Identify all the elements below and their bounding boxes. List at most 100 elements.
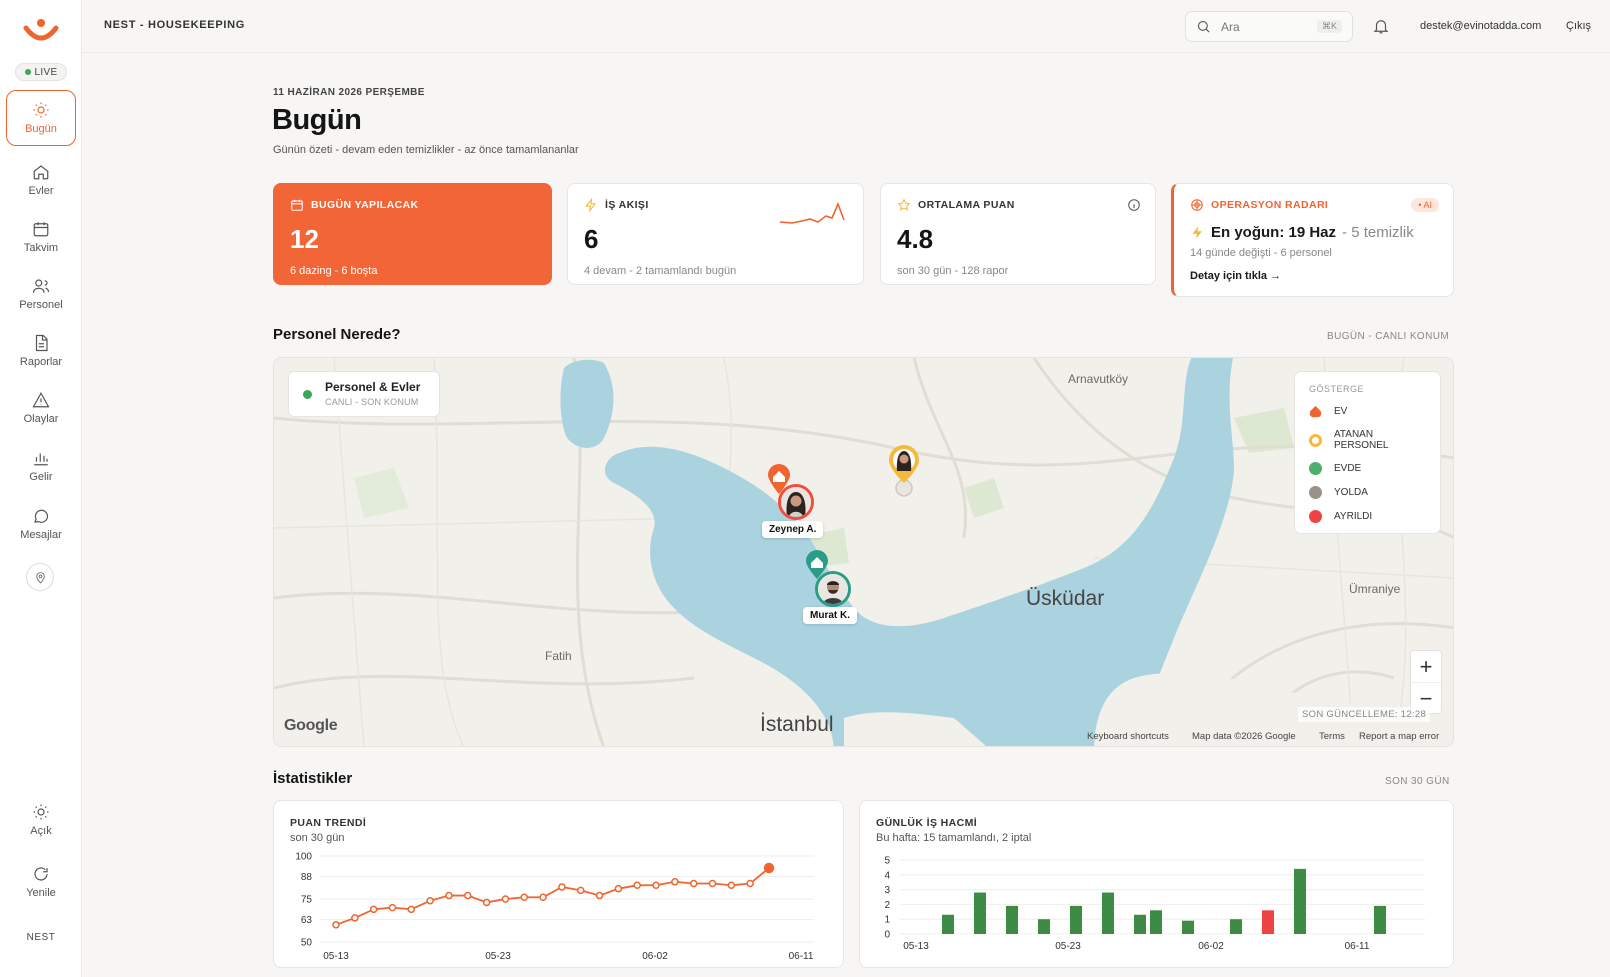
legend-swatch — [1309, 433, 1322, 447]
legend-label: ATANAN PERSONEL — [1334, 429, 1389, 451]
staff-avatar-murat[interactable] — [815, 571, 851, 607]
y-tick-label: 3 — [884, 885, 890, 896]
rating-point — [558, 883, 566, 891]
logout-link[interactable]: Çıkış — [1566, 20, 1592, 32]
radar-icon — [1191, 199, 1203, 211]
map-live-chip: Personel & Evler CANLI - SON KONUM — [288, 371, 440, 417]
rating-trend-subtitle: son 30 gün — [290, 832, 345, 844]
house-pin-icon[interactable] — [804, 550, 830, 580]
volume-bar — [942, 914, 954, 934]
refresh-button[interactable]: Yenile — [6, 854, 76, 910]
sidebar-item-label: Raporlar — [19, 356, 63, 368]
terms-link[interactable]: Terms — [1319, 731, 1345, 742]
card-flow[interactable]: İŞ AKIŞI 6 4 devam - 2 tamamlandı bugün — [567, 183, 864, 285]
volume-bar — [1294, 868, 1306, 934]
rating-point — [501, 895, 510, 903]
search-input[interactable]: Ara ⌘K — [1185, 11, 1353, 42]
card-today[interactable]: BUGÜN YAPILACAK 12 6 dazing - 6 boşta — [273, 183, 552, 285]
page-date: 11 HAZİRAN 2026 PERŞEMBE — [273, 87, 425, 98]
rating-point — [652, 881, 660, 889]
rating-trend-chart: 100 88 75 63 50 05-13 05-23 06-02 06-11 — [295, 852, 814, 962]
logo-icon[interactable] — [22, 14, 60, 44]
map-zoom-controls: + − — [1410, 650, 1442, 714]
radar-detail-link[interactable]: Detay için tıkla → — [1190, 270, 1282, 282]
user-email[interactable]: destek@evinotadda.com — [1420, 20, 1542, 32]
rating-point — [369, 905, 378, 914]
x-tick-label: 06-02 — [1198, 941, 1224, 952]
alert-icon — [32, 392, 50, 408]
rating-point — [595, 891, 604, 900]
card-flow-detail: 4 devam - 2 tamamlandı bugün — [584, 265, 737, 277]
notifications-button[interactable] — [1372, 17, 1390, 35]
calendar-icon — [291, 199, 303, 211]
staff-avatar-zeynep[interactable] — [778, 484, 814, 520]
map-view[interactable]: Arnavutköy Üsküdar Ümraniye Fatih İstanb… — [273, 357, 1454, 747]
legend-label: YOLDA — [1334, 487, 1368, 498]
x-tick-label: 05-13 — [323, 951, 349, 962]
report-map-error-link[interactable]: Report a map error — [1359, 731, 1440, 742]
rating-point — [351, 914, 359, 922]
rating-point — [689, 879, 698, 888]
rating-point — [426, 896, 434, 905]
rating-point — [671, 878, 679, 886]
y-tick-label: 88 — [301, 872, 313, 883]
card-today-value: 12 — [290, 224, 319, 254]
live-dot — [24, 69, 31, 75]
bell-icon — [1373, 20, 1389, 34]
y-tick-label: 100 — [295, 852, 312, 863]
staff-name-zeynep: Zeynep A. — [762, 521, 824, 538]
theme-toggle-label: Açık — [30, 825, 52, 837]
sidebar-item-mesajlar[interactable]: Mesajlar — [6, 496, 76, 552]
y-tick-label: 4 — [884, 870, 890, 881]
radar-headline: En yoğun: 19 Haz — [1211, 224, 1337, 241]
y-tick-label: 5 — [884, 856, 890, 867]
rating-point — [388, 903, 397, 912]
keyboard-shortcuts-link[interactable]: Keyboard shortcuts — [1087, 731, 1169, 742]
card-rating-value: 4.8 — [897, 224, 934, 254]
card-radar[interactable]: OPERASYON RADARI • AI En yoğun: 19 Haz -… — [1171, 183, 1454, 297]
live-badge: LIVE — [15, 63, 67, 81]
card-today-detail: 6 dazing - 6 boşta — [290, 265, 378, 277]
zoom-out-button[interactable]: − — [1419, 686, 1433, 711]
location-pin-button[interactable] — [26, 563, 54, 591]
app-brand: NEST - HOUSEKEEPING — [104, 19, 246, 31]
sidebar-item-takvim[interactable]: Takvim — [6, 209, 76, 265]
radar-detail: 14 günde değişti - 6 personel — [1190, 247, 1332, 259]
rating-point — [332, 921, 340, 929]
sidebar-item-label: Gelir — [29, 471, 53, 483]
document-icon — [35, 334, 48, 352]
sidebar-item-bugun[interactable]: Bugün — [6, 90, 76, 146]
card-rating[interactable]: ORTALAMA PUAN 4.8 son 30 gün - 128 rapor — [880, 183, 1156, 285]
theme-toggle-button[interactable]: Açık — [6, 792, 76, 848]
sidebar-item-label: Evler — [28, 185, 54, 197]
person-icon — [818, 574, 848, 604]
map-section-title: Personel Nerede? — [273, 326, 401, 343]
legend-label: EVDE — [1334, 463, 1362, 474]
sidebar-item-evler[interactable]: Evler — [6, 152, 76, 208]
assigned-staff-pin[interactable] — [887, 443, 921, 501]
volume-bar — [1182, 920, 1194, 934]
volume-bar — [1006, 905, 1018, 934]
y-tick-label: 1 — [884, 915, 890, 926]
sidebar-item-raporlar[interactable]: Raporlar — [6, 323, 76, 379]
legend-item-evde: EVDE — [1309, 462, 1426, 475]
sun-icon — [33, 804, 49, 820]
map-base — [274, 358, 1453, 746]
daily-volume-card: GÜNLÜK İŞ HACMİ Bu hafta: 15 tamamlandı,… — [859, 800, 1454, 968]
info-icon[interactable] — [1127, 198, 1141, 212]
sidebar-item-personel[interactable]: Personel — [6, 266, 76, 322]
volume-bar — [1102, 892, 1114, 934]
card-radar-header: OPERASYON RADARI — [1190, 198, 1437, 212]
search-icon — [1197, 20, 1210, 33]
radar-headline-extra: - 5 temizlik — [1342, 224, 1414, 241]
legend-swatch — [1309, 462, 1322, 475]
sidebar-item-gelir[interactable]: Gelir — [6, 438, 76, 494]
x-tick-label: 06-11 — [789, 951, 814, 962]
sidebar-item-olaylar[interactable]: Olaylar — [6, 380, 76, 436]
google-logo: Google — [284, 717, 338, 734]
page-title: Bugün — [272, 104, 362, 136]
zoom-in-button[interactable]: + — [1411, 651, 1441, 683]
rating-point — [407, 905, 416, 914]
person-icon — [781, 487, 811, 517]
card-flow-title: İŞ AKIŞI — [605, 199, 649, 211]
